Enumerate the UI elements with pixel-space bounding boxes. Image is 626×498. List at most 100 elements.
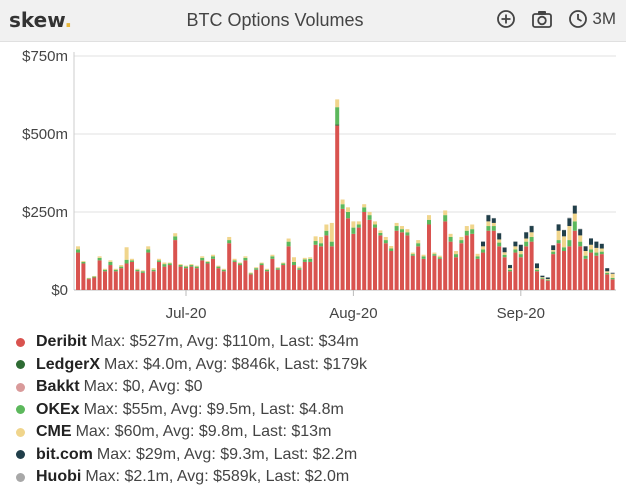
- bar-segment-deribit: [286, 246, 291, 290]
- bar-segment-cme: [562, 236, 566, 248]
- bar-segment-bit-com: [567, 218, 572, 227]
- bar-segment-deribit: [562, 251, 566, 290]
- bar-segment-okex: [583, 255, 588, 259]
- bar-segment-okex: [551, 251, 556, 255]
- bar-segment-bit-com: [551, 245, 556, 251]
- skew-logo[interactable]: skew.: [9, 8, 72, 32]
- bar-segment-cme: [535, 268, 539, 270]
- legend-item[interactable]: Huobi Max: $2.1m, Avg: $589k, Last: $2.0m: [16, 466, 367, 489]
- bar-segment-okex: [448, 236, 453, 242]
- bar-segment-okex: [340, 204, 345, 209]
- legend-item[interactable]: Deribit Max: $527m, Avg: $110m, Last: $34…: [16, 331, 367, 354]
- bar-segment-cme: [124, 247, 129, 260]
- legend-item[interactable]: LedgerX Max: $4.0m, Avg: $846k, Last: $17…: [16, 354, 367, 377]
- bar-segment-cme: [76, 246, 80, 250]
- bar-segment-okex: [389, 248, 394, 251]
- bar-segment-cme: [470, 224, 475, 230]
- bar-segment-cme: [589, 244, 593, 250]
- bar-segment-cme: [540, 277, 545, 279]
- bar-segment-bit-com: [486, 215, 491, 222]
- legend-item[interactable]: OKEx Max: $55m, Avg: $9.5m, Last: $4.8m: [16, 399, 367, 422]
- bar-segment-deribit: [119, 268, 124, 290]
- legend-item[interactable]: bit.com Max: $29m, Avg: $9.3m, Last: $2.2…: [16, 444, 367, 467]
- bar-segment-deribit: [124, 263, 129, 290]
- bar-segment-deribit: [583, 258, 588, 290]
- bar-segment-cme: [319, 236, 323, 244]
- bar-segment-deribit: [545, 280, 550, 290]
- bar-segment-okex: [157, 260, 161, 262]
- bar-segment-deribit: [194, 268, 199, 290]
- bar-segment-deribit: [481, 252, 485, 290]
- y-tick-label: $0: [51, 282, 68, 299]
- bar-segment-deribit: [475, 258, 480, 290]
- bar-segment-okex: [97, 257, 102, 261]
- bar-segment-cme: [259, 262, 264, 264]
- bar-segment-cme: [243, 256, 248, 258]
- bar-segment-deribit: [599, 254, 604, 290]
- bar-segment-cme: [254, 267, 259, 269]
- bar-segment-deribit: [351, 233, 356, 290]
- bar-segment-deribit: [92, 277, 97, 290]
- bar-segment-cme: [448, 233, 453, 237]
- bar-segment-bit-com: [518, 244, 523, 251]
- bar-segment-okex: [470, 229, 475, 234]
- bar-segment-okex: [167, 263, 172, 266]
- camera-icon[interactable]: [531, 8, 553, 30]
- bar-segment-cme: [605, 271, 610, 273]
- bar-segment-deribit: [254, 269, 259, 290]
- bar-segment-deribit: [297, 269, 302, 290]
- bar-segment-okex: [475, 256, 480, 259]
- legend-series-stats: Max: $0, Avg: $0: [83, 378, 203, 396]
- bar-segment-okex: [173, 236, 178, 241]
- bar-segment-cme: [583, 251, 588, 256]
- bar-segment-cme: [459, 236, 464, 241]
- bar-segment-deribit: [243, 260, 248, 290]
- bar-segment-okex: [259, 263, 264, 266]
- bar-segment-deribit: [340, 208, 345, 290]
- bar-segment-deribit: [146, 252, 151, 290]
- y-tick-label: $250m: [22, 204, 68, 221]
- logo-dot: .: [64, 8, 73, 32]
- bar-segment-deribit: [394, 230, 399, 290]
- bar-segment-cme: [248, 272, 253, 274]
- bar-segment-deribit: [130, 261, 134, 290]
- legend-series-name: Deribit: [36, 333, 87, 351]
- bar-segment-okex: [486, 226, 491, 231]
- bar-segment-okex: [578, 241, 583, 247]
- zoom-in-icon[interactable]: [495, 8, 517, 30]
- bar-segment-cme: [389, 246, 394, 249]
- bar-segment-deribit: [610, 279, 615, 290]
- bar-segment-deribit: [232, 261, 237, 290]
- clock-icon: [567, 8, 589, 30]
- bar-segment-cme: [103, 268, 107, 270]
- bar-segment-deribit: [416, 246, 421, 290]
- time-range-selector[interactable]: 3M: [567, 8, 616, 30]
- bar-segment-deribit: [367, 219, 372, 290]
- bar-segment-cme: [335, 99, 340, 108]
- bar-segment-cme: [594, 247, 599, 253]
- bar-segment-deribit: [200, 260, 205, 290]
- bar-segment-okex: [502, 254, 507, 258]
- bar-segment-deribit: [308, 261, 313, 290]
- legend-item[interactable]: Bakkt Max: $0, Avg: $0: [16, 376, 367, 399]
- bar-segment-okex: [416, 243, 421, 247]
- bar-segment-bit-com: [502, 247, 507, 253]
- bar-segment-cme: [173, 233, 178, 237]
- bar-segment-deribit: [432, 255, 437, 290]
- bar-segment-cme: [286, 238, 291, 242]
- bar-segment-deribit: [205, 263, 210, 290]
- bar-segment-deribit: [292, 265, 296, 290]
- bar-segment-okex: [481, 249, 485, 253]
- bar-segment-cme: [119, 265, 124, 267]
- bar-segment-deribit: [275, 269, 280, 290]
- bar-segment-deribit: [86, 279, 91, 290]
- legend-item[interactable]: CME Max: $60m, Avg: $9.8m, Last: $13m: [16, 421, 367, 444]
- bar-segment-deribit: [362, 212, 367, 290]
- bar-segment-deribit: [211, 258, 215, 290]
- bar-segment-okex: [589, 249, 593, 253]
- bar-segment-cme: [157, 258, 161, 261]
- bar-segment-okex: [400, 229, 404, 233]
- legend-series-name: OKEx: [36, 400, 80, 418]
- bar-segment-deribit: [335, 125, 340, 290]
- bar-segment-okex: [103, 269, 107, 272]
